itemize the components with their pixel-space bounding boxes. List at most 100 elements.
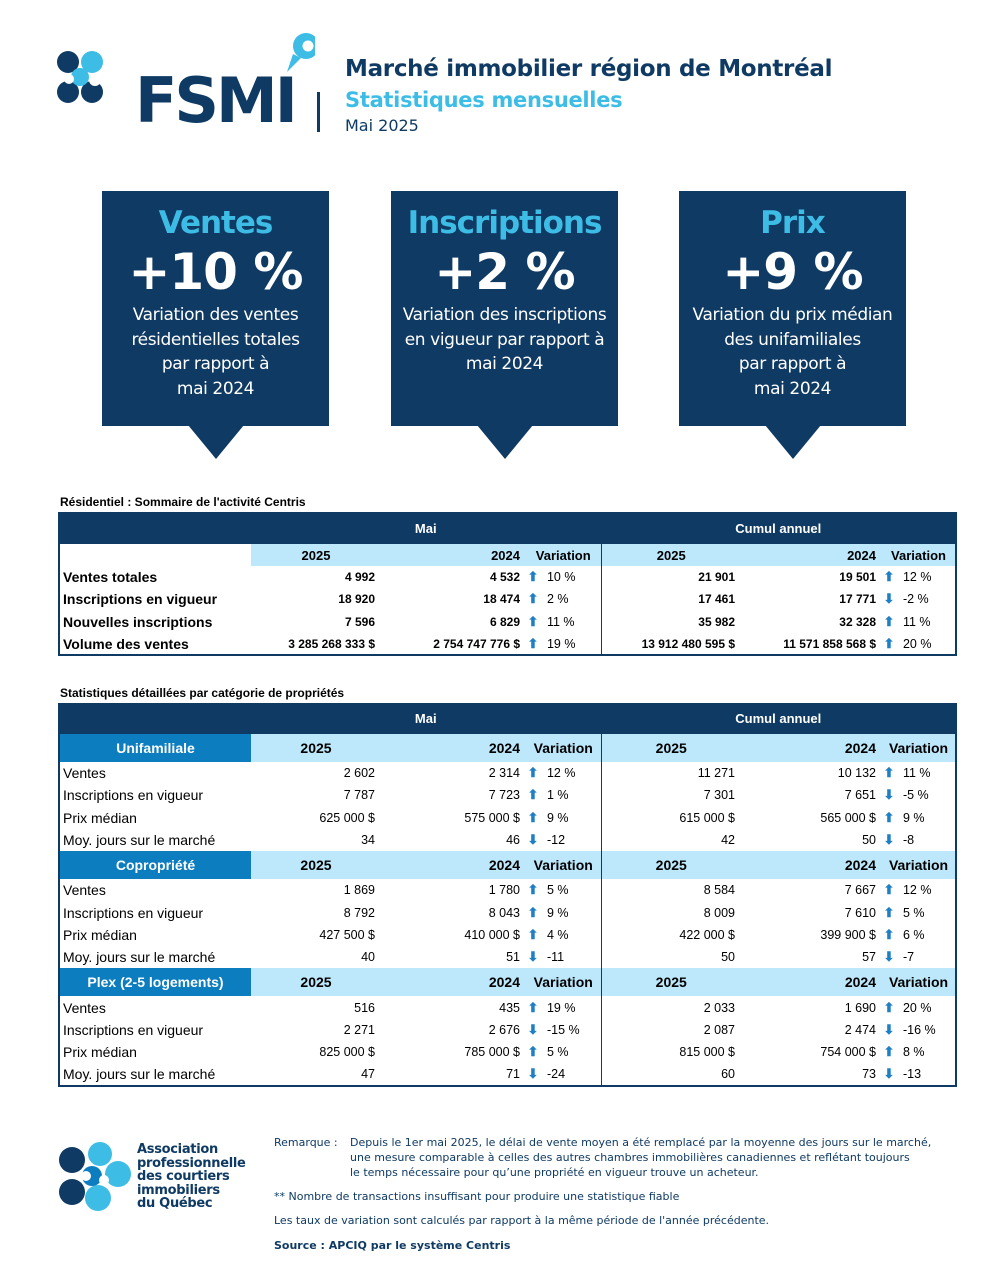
- value-mai-2025: 47: [251, 1063, 381, 1087]
- arrow-up-icon: ⬆: [527, 591, 539, 607]
- col-2025: 2025: [251, 968, 381, 997]
- variation-cumul: ⬆ 9 %: [882, 806, 958, 829]
- variation-value: 6 %: [902, 927, 925, 942]
- value-mai-2024: 435: [499, 1000, 520, 1015]
- callout-pointer: [764, 425, 821, 459]
- kpi-title: Ventes: [158, 205, 274, 241]
- value-mai-2024: 2 676: [488, 1022, 520, 1037]
- row-label: Prix médian: [58, 1040, 251, 1064]
- category-label: Unifamiliale: [58, 734, 251, 762]
- variation-cumul: ⬇ -5 %: [882, 784, 958, 807]
- variation-mai: ⬆ 5 %: [526, 879, 602, 902]
- value-cumul-2025: 11 271: [697, 766, 735, 781]
- col-2025: 2025: [601, 544, 741, 566]
- col-2024: 2024: [741, 968, 882, 997]
- value-mai-2024: 2 754 747 776 $: [381, 632, 526, 657]
- arrow-up-icon: ⬆: [883, 882, 895, 898]
- row-label: Inscriptions en vigueur: [58, 784, 251, 807]
- value-mai-2025: 8 792: [343, 905, 375, 920]
- row-label: Moy. jours sur le marché: [58, 946, 251, 969]
- variation-value: -11: [546, 950, 565, 965]
- value-cumul-2024: 50: [862, 833, 876, 848]
- variation-value: 20 %: [902, 1000, 932, 1015]
- value-cumul-2025: 422 000 $: [679, 927, 735, 942]
- variation-value: -24: [546, 1066, 566, 1081]
- variation-value: -5 %: [902, 788, 929, 803]
- value-cumul-2025: 2 087: [703, 1022, 735, 1037]
- value-mai-2024: 6 829: [489, 614, 520, 629]
- apciq-name: Association professionnelle des courtiers i…: [137, 1142, 246, 1211]
- value-mai-2025: 7 787: [343, 788, 375, 803]
- col-variation: Variation: [526, 968, 602, 997]
- page-title: Marché immobilier région de Montréal: [345, 56, 833, 82]
- report-date: Mai 2025: [345, 116, 419, 135]
- variation-cumul: ⬇ -16 %: [882, 1018, 958, 1041]
- value-cumul-2025: 17 461: [698, 592, 735, 607]
- period-mai: Mai: [251, 512, 602, 544]
- value-mai-2025: 34: [361, 833, 375, 848]
- table-row: Inscriptions en vigueur 2 271 2 676 ⬇ -1…: [58, 1018, 958, 1041]
- variation-mai: ⬆ 19 %: [526, 996, 602, 1019]
- value-mai-2024: 71: [381, 1063, 526, 1087]
- arrow-up-icon: ⬆: [883, 999, 895, 1015]
- variation-mai: ⬆ 19 %: [526, 632, 602, 657]
- variation-mai: ⬆ 11 %: [526, 610, 602, 633]
- col-variation: Variation: [882, 734, 958, 762]
- table-row: Inscriptions en vigueur 8 792 8 043 ⬆ 9 …: [58, 901, 958, 924]
- value-mai-2024: 785 000 $: [464, 1045, 520, 1060]
- value-cumul-2025: 13 912 480 595 $: [601, 632, 741, 657]
- header-divider: [317, 92, 320, 132]
- category-header-row: Plex (2-5 logements) 2025 2024 Variation…: [58, 968, 958, 997]
- arrow-up-icon: ⬆: [527, 999, 539, 1015]
- detail-title: Statistiques détaillées par catégorie de…: [60, 686, 345, 700]
- value-cumul-2024: 2 474: [844, 1022, 876, 1037]
- detail-table: Mai Cumul annuel Unifamiliale 2025 2024 …: [58, 703, 958, 1087]
- kpi-title: Inscriptions: [407, 205, 603, 241]
- value-mai-2025: 625 000 $: [319, 810, 375, 825]
- value-cumul-2024: 565 000 $: [820, 810, 876, 825]
- row-label: Inscriptions en vigueur: [58, 901, 251, 924]
- col-variation: Variation: [526, 851, 602, 880]
- table-row: Inscriptions en vigueur 7 787 7 723 ⬆ 1 …: [58, 784, 958, 807]
- variation-cumul: ⬆ 11 %: [882, 610, 958, 633]
- value-mai-2024: 18 474: [483, 592, 520, 607]
- value-mai-2024: 51: [506, 950, 520, 965]
- value-cumul-2024: 11 571 858 568 $: [741, 632, 882, 657]
- row-label: Nouvelles inscriptions: [58, 610, 251, 633]
- variation-mai: ⬇ -24: [526, 1063, 602, 1087]
- table-row: Moy. jours sur le marché 34 46 ⬇ -12 42 …: [58, 828, 958, 852]
- value-mai-2025: 516: [354, 1000, 375, 1015]
- variation-mai: ⬆ 5 %: [526, 1040, 602, 1064]
- arrow-down-icon: ⬇: [527, 949, 539, 965]
- arrow-up-icon: ⬆: [883, 613, 895, 629]
- variation-mai: ⬇ -12: [526, 828, 602, 852]
- summary-table: Mai Cumul annuel 2025 2024 Variation 202…: [58, 512, 958, 657]
- row-label: Moy. jours sur le marché: [58, 1063, 251, 1087]
- summary-title: Résidentiel : Sommaire de l'activité Cen…: [60, 495, 306, 509]
- table-row: Volume des ventes 3 285 268 333 $ 2 754 …: [58, 632, 958, 657]
- value-cumul-2024: 32 328: [839, 614, 876, 629]
- callout-pointer: [187, 425, 244, 459]
- variation-value: 1 %: [546, 788, 569, 803]
- value-mai-2024: 575 000 $: [464, 810, 520, 825]
- table-row: Ventes 1 869 1 780 ⬆ 5 % 8 584 7 667 ⬆ 1…: [58, 879, 958, 902]
- variation-value: 5 %: [902, 905, 925, 920]
- row-label: Inscriptions en vigueur: [58, 588, 251, 611]
- arrow-up-icon: ⬆: [527, 1044, 539, 1060]
- variation-mai: ⬆ 9 %: [526, 901, 602, 924]
- location-pin-icon: [287, 33, 315, 72]
- arrow-down-icon: ⬇: [883, 1021, 895, 1037]
- variation-cumul: ⬆ 8 %: [882, 1040, 958, 1064]
- value-cumul-2024: 7 610: [844, 905, 876, 920]
- value-cumul-2025: 50: [721, 950, 735, 965]
- arrow-down-icon: ⬇: [527, 1021, 539, 1037]
- value-cumul-2025: 615 000 $: [679, 810, 735, 825]
- table-row: Moy. jours sur le marché 47 71 ⬇ -24 60 …: [58, 1063, 958, 1087]
- arrow-up-icon: ⬆: [527, 904, 539, 920]
- variation-value: 4 %: [546, 927, 569, 942]
- value-cumul-2025: 42: [721, 833, 735, 848]
- value-cumul-2025: 2 033: [703, 1000, 735, 1015]
- variation-mai: ⬆ 9 %: [526, 806, 602, 829]
- table-row: Nouvelles inscriptions 7 596 6 829 ⬆ 11 …: [58, 610, 958, 633]
- value-cumul-2024: 10 132: [837, 766, 876, 781]
